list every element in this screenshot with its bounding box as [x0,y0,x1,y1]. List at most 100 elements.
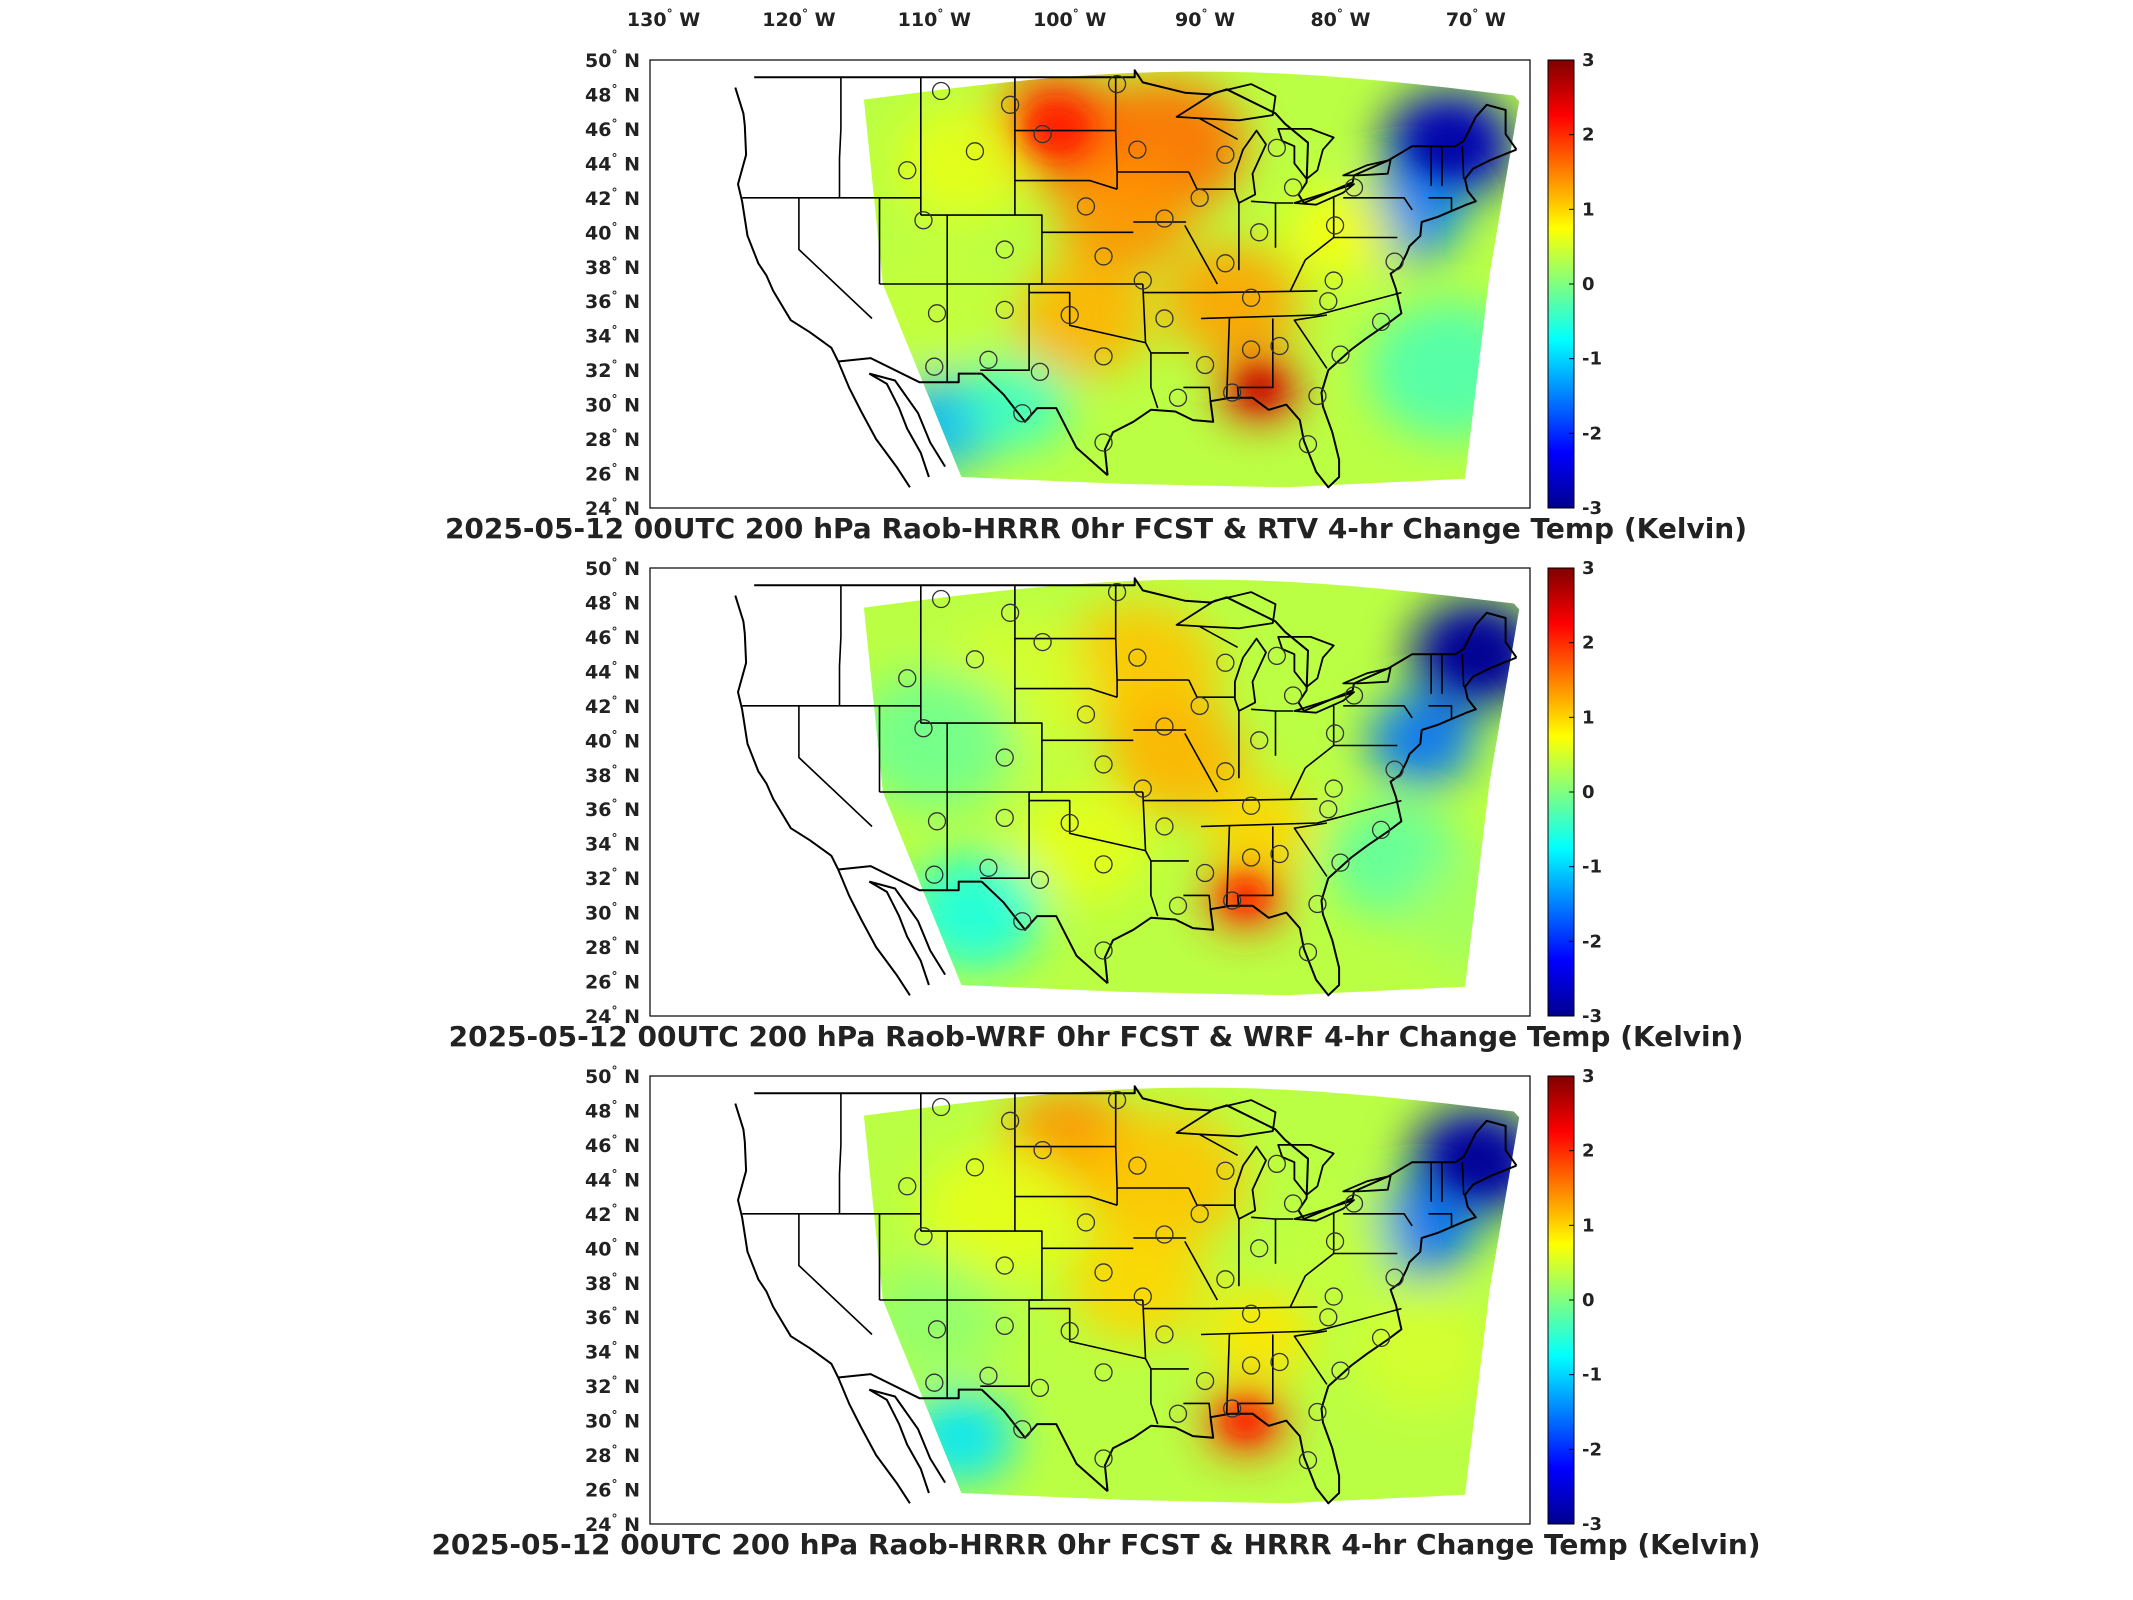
colorbar-tick-label: 0 [1582,1290,1595,1311]
raob-station-marker [1325,216,1345,235]
latitude-label: 40° N [585,220,640,244]
raob-station-marker [927,1320,947,1339]
longitude-label: 90° W [1175,7,1235,31]
raob-stations [898,1090,1404,1470]
latitude-label: 50° N [585,556,640,580]
raob-station-marker [1216,1270,1235,1289]
raob-station-marker [1298,1451,1318,1470]
raob-station-marker [1371,1328,1391,1348]
raob-station-marker [1000,1111,1020,1130]
latitude-label: 28° N [585,427,640,451]
raob-station-marker [1241,848,1261,867]
raob-station-marker [1030,1378,1050,1398]
latitude-label: 26° N [585,462,640,486]
latitude-label: 46° N [585,1133,640,1157]
latitude-label: 28° N [585,1443,640,1467]
raob-station-marker [1076,197,1096,216]
colorbar-tick-label: 2 [1582,1141,1595,1162]
raob-station-marker [1133,1287,1152,1306]
raob-station-marker [1168,388,1188,407]
map-frame [649,1075,1531,1525]
colorbar-tick-label: 3 [1582,1066,1595,1087]
raob-station-marker [1223,1399,1242,1418]
latitude-label: 42° N [585,186,640,210]
raob-station-marker [927,812,947,831]
latitude-label: 32° N [585,358,640,382]
raob-station-marker [1241,796,1261,815]
raob-station-marker [1308,894,1327,914]
raob-station-marker [1385,252,1404,271]
raob-stations [898,74,1404,454]
raob-station-marker [1283,178,1303,197]
raob-station-marker [1128,140,1147,159]
raob-station-marker [927,304,947,323]
raob-station-marker [914,719,933,738]
raob-station-marker [1094,855,1113,874]
raob-station-marker [1283,1194,1303,1213]
raob-station-marker [1094,347,1113,366]
raob-station-marker [1241,340,1261,359]
raob-station-marker [898,161,917,180]
latitude-label: 46° N [585,625,640,649]
longitude-label: 110° W [898,7,971,31]
latitude-label: 30° N [585,1409,640,1433]
raob-station-marker [1250,731,1269,750]
raob-station-marker [1250,1239,1269,1258]
longitude-label: 80° W [1310,7,1370,31]
latitude-label: 48° N [585,82,640,106]
raob-station-marker [1331,1361,1350,1380]
raob-station-marker [1107,1090,1127,1110]
latitude-label: 36° N [585,289,640,313]
political-boundaries [734,577,1518,997]
latitude-label: 30° N [585,393,640,417]
latitude-label: 24° N [585,1512,640,1536]
latitude-label: 38° N [585,763,640,787]
colorbar: 3 2 1 0 -1 -2 -3 [1547,1066,1602,1535]
raob-station-marker [1013,1420,1032,1439]
raob-station-marker [1155,817,1174,836]
latitude-labels: 50° N 48° N 46° N 44° N 42° N 40° N 38° N 36° N… [585,48,640,520]
raob-station-marker [1324,271,1343,290]
colorbar-tick-label: -1 [1582,857,1602,878]
latitude-label: 48° N [585,590,640,614]
raob-station-marker [1128,648,1147,667]
latitude-label: 26° N [585,970,640,994]
colorbar-tick-label: 1 [1582,1215,1595,1236]
raob-station-marker [995,1256,1014,1275]
latitude-label: 34° N [585,1340,640,1364]
raob-station-marker [1190,696,1209,715]
raob-station-marker [1094,1363,1113,1382]
raob-station-marker [965,650,985,669]
raob-station-marker [1195,355,1215,375]
colorbar-tick-label: 0 [1582,274,1595,295]
raob-station-marker [1033,124,1052,144]
colorbar-tick-label: 3 [1582,50,1595,71]
latitude-label: 50° N [585,48,640,72]
latitude-label: 38° N [585,1271,640,1295]
colorbar: 3 2 1 0 -1 -2 -3 [1547,50,1602,519]
raob-station-marker [995,300,1014,319]
raob-station-marker [995,1316,1014,1335]
map-frame [649,567,1531,1017]
raob-station-marker [931,81,951,101]
raob-station-marker [1270,844,1289,864]
latitude-label: 46° N [585,117,640,141]
longitude-label: 120° W [762,7,835,31]
colorbar-tick-label: -2 [1582,931,1602,952]
raob-station-marker [1155,1225,1174,1244]
raob-station-marker [1371,312,1391,332]
raob-station-marker [1094,1263,1113,1282]
raob-station-marker [1267,1154,1286,1174]
raob-station-marker [979,858,998,877]
raob-station-marker [1344,178,1364,197]
raob-station-marker [1168,1404,1188,1423]
temperature-field [863,1087,1520,1504]
raob-station-marker [979,1366,998,1385]
raob-station-marker [1385,760,1404,779]
colorbar-tick-label: -3 [1582,1006,1602,1027]
latitude-label: 38° N [585,255,640,279]
latitude-label: 30° N [585,901,640,925]
raob-station-marker [1241,288,1261,307]
raob-station-marker [1216,145,1235,164]
panel-title: 2025-05-12 00UTC 200 hPa Raob-WRF 0hr FC… [449,1020,1744,1053]
